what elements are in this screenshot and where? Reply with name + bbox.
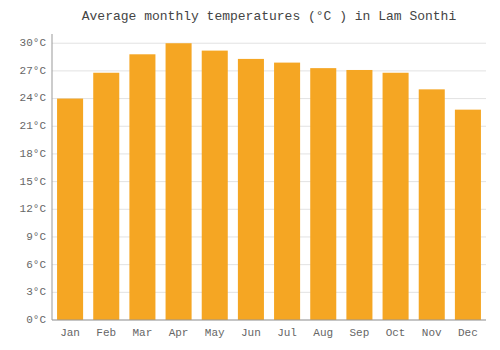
x-axis-line (52, 320, 486, 321)
y-tick-label: 9°C (26, 231, 46, 243)
x-tick-label: May (205, 327, 225, 339)
y-axis-line (52, 34, 53, 320)
bar (57, 99, 83, 320)
y-tick-label: 12°C (20, 203, 47, 215)
grid-line (52, 43, 486, 44)
y-tick-label: 18°C (20, 148, 47, 160)
y-tick-label: 24°C (20, 92, 47, 104)
bar (455, 110, 481, 320)
bar (238, 59, 264, 320)
x-tick-label: Sep (350, 327, 370, 339)
y-tick-label: 3°C (26, 286, 46, 298)
page: {"chart_data": {"type": "bar", "title": … (0, 0, 500, 350)
x-tick-label: Dec (458, 327, 478, 339)
bar (202, 51, 228, 320)
chart-container: 0°C 3°C 6°C 9°C 12°C 15°C 18°C 21°C 24°C 27°C 30°C… (0, 0, 500, 350)
x-tick-label: Aug (313, 327, 333, 339)
y-tick-label: 6°C (26, 259, 46, 271)
bar (166, 43, 192, 320)
bar (274, 63, 300, 320)
bar (346, 70, 372, 320)
bar (419, 89, 445, 320)
bar (383, 73, 409, 320)
y-tick-label: 15°C (20, 176, 47, 188)
y-grid (52, 43, 486, 320)
x-tick-label: Mar (133, 327, 153, 339)
x-tick-label: Feb (96, 327, 116, 339)
x-tick-labels: Jan Feb Mar Apr May Jun Jul Aug Sep Oct Nov Dec (60, 327, 478, 339)
x-tick-label: Oct (386, 327, 406, 339)
bar (310, 68, 336, 320)
y-tick-label: 21°C (20, 120, 47, 132)
y-tick-label: 30°C (20, 37, 47, 49)
grid-line (52, 320, 486, 321)
chart-title: Average monthly temperatures (°C ) in La… (82, 9, 457, 24)
x-tick-label: Apr (169, 327, 189, 339)
y-tick-labels: 0°C 3°C 6°C 9°C 12°C 15°C 18°C 21°C 24°C 27°C 30°C (20, 37, 47, 326)
x-tick-label: Jun (241, 327, 261, 339)
y-tick-label: 27°C (20, 65, 47, 77)
x-tick-label: Jan (60, 327, 80, 339)
x-tick-label: Jul (277, 327, 297, 339)
grid-line (52, 70, 486, 71)
x-tick-label: Nov (422, 327, 442, 339)
bar (93, 73, 119, 320)
y-tick-label: 0°C (26, 314, 46, 326)
chart-svg: 0°C 3°C 6°C 9°C 12°C 15°C 18°C 21°C 24°C 27°C 30°C… (0, 0, 500, 350)
bars (57, 43, 481, 320)
bar (129, 54, 155, 320)
